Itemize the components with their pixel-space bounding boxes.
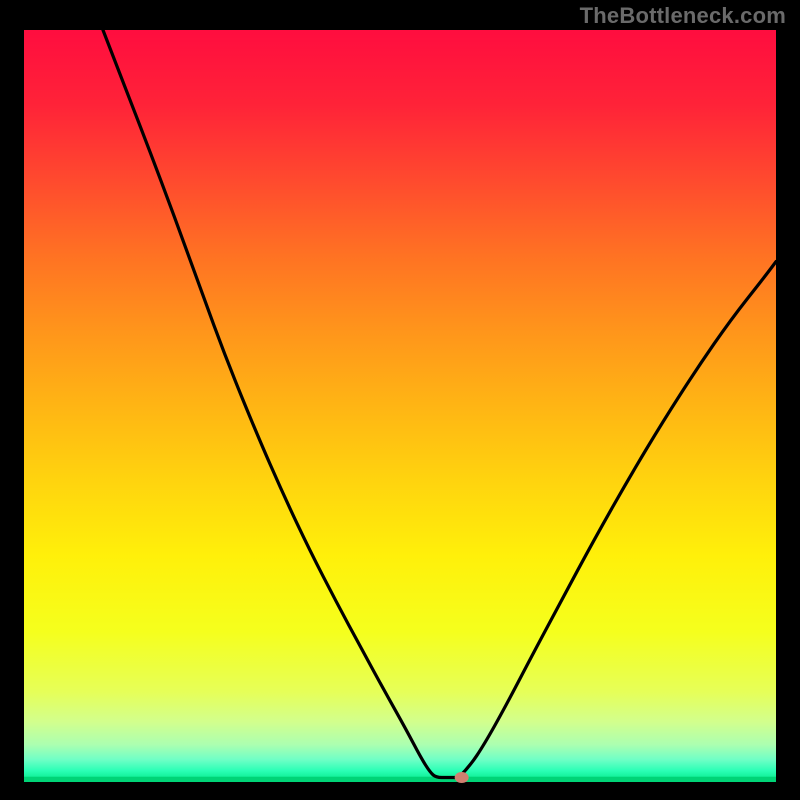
bottleneck-marker: [455, 772, 469, 783]
green-band: [24, 777, 776, 782]
plot-background: [24, 30, 776, 782]
watermark-text: TheBottleneck.com: [580, 3, 786, 29]
